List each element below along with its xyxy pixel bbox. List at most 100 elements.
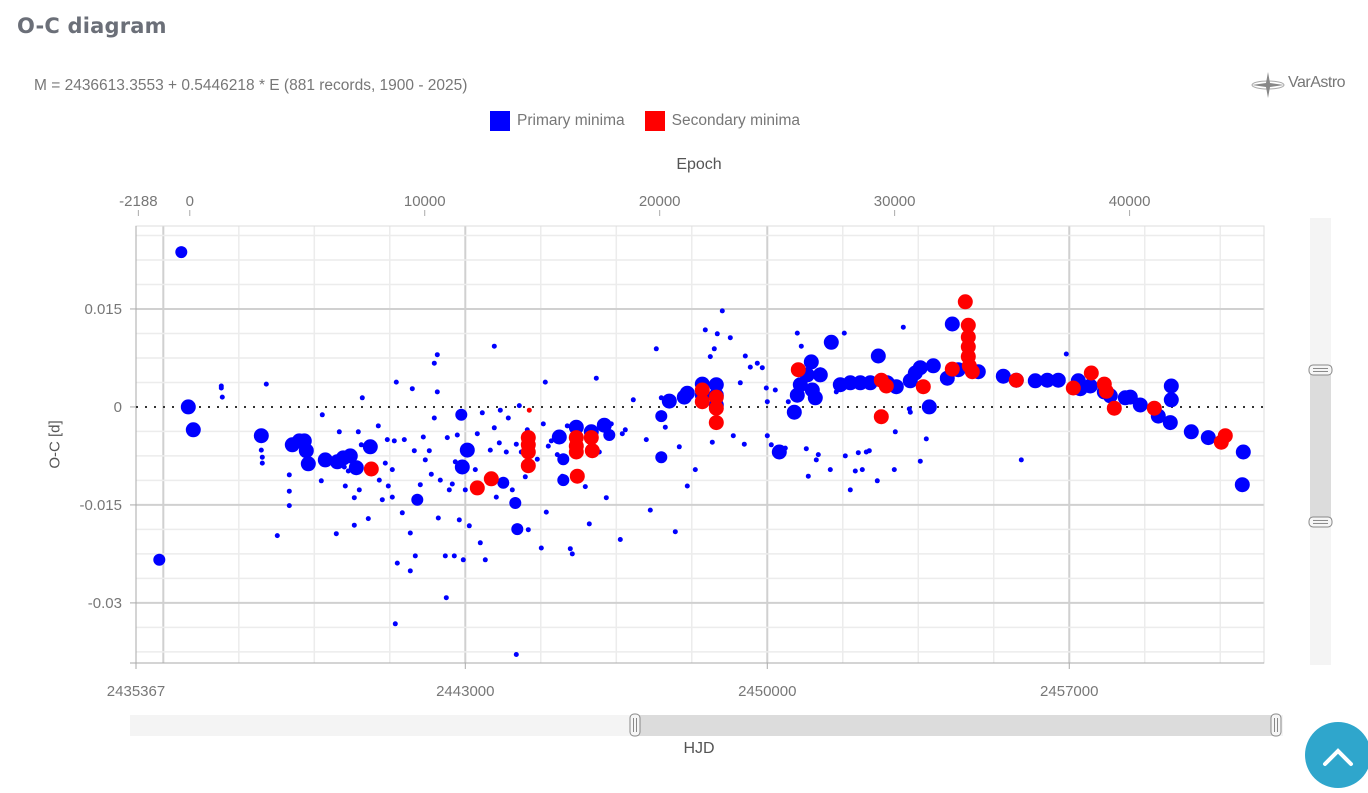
primary-minimum-point — [586, 521, 592, 527]
secondary-minimum-point — [568, 444, 584, 460]
primary-minimum-point — [443, 595, 449, 601]
x-tick-label: 2457000 — [1040, 683, 1098, 700]
secondary-minimum-point — [957, 294, 973, 310]
primary-minimum-point — [411, 448, 417, 454]
primary-minimum-point — [180, 399, 196, 415]
secondary-minimum-point — [583, 430, 599, 446]
primary-minimum-point — [412, 553, 418, 559]
secondary-minimum-point — [363, 461, 379, 477]
scroll-top-button[interactable] — [1305, 722, 1368, 788]
primary-minimum-point — [1162, 415, 1178, 431]
primary-minimum-point — [859, 467, 865, 473]
primary-minimum-point — [803, 446, 809, 452]
y-tick-label: -0.015 — [79, 497, 122, 514]
primary-minimum-point — [540, 421, 546, 427]
primary-minimum-point — [393, 379, 399, 385]
primary-minimum-point — [742, 353, 748, 359]
x-range-slider-handle[interactable] — [1270, 713, 1282, 737]
secondary-minimum-point — [873, 409, 889, 425]
primary-minimum-point — [317, 452, 333, 468]
primary-minimum-point — [812, 367, 828, 383]
primary-minimum-point — [487, 447, 493, 453]
secondary-minimum-point — [878, 378, 894, 394]
legend-swatch-secondary — [644, 111, 665, 131]
primary-minimum-point — [708, 377, 724, 393]
primary-minimum-point — [375, 423, 381, 429]
primary-minimum-point — [543, 509, 549, 515]
primary-minimum-point — [564, 423, 570, 429]
primary-minimum-point — [409, 386, 415, 392]
primary-minimum-point — [286, 488, 292, 494]
primary-minimum-point — [545, 443, 551, 449]
secondary-minimum-point — [694, 382, 710, 398]
primary-minimum-point — [359, 395, 365, 401]
primary-minimum-point — [259, 454, 265, 460]
primary-minimum-point — [771, 444, 787, 460]
primary-minimum-point — [737, 380, 743, 386]
legend-swatch-primary — [490, 111, 510, 131]
primary-minimum-point — [472, 467, 478, 473]
primary-minimum-point — [434, 352, 440, 358]
primary-minimum-point — [754, 360, 760, 366]
logo-text: VarAstro — [1288, 74, 1346, 91]
primary-minimum-point — [153, 553, 166, 566]
primary-minimum-point — [538, 545, 544, 551]
primary-minimum-point — [603, 495, 609, 501]
secondary-minimum-point — [526, 407, 532, 413]
secondary-minimum-point — [915, 379, 931, 395]
secondary-minimum-point — [1098, 383, 1114, 399]
primary-minimum-point — [505, 415, 511, 421]
y-tick-label: 0.015 — [84, 301, 122, 318]
primary-minimum-point — [917, 458, 923, 464]
primary-minimum-point — [786, 404, 802, 420]
primary-minimum-point — [379, 497, 385, 503]
primary-minimum-point — [679, 385, 695, 401]
primary-minimum-point — [568, 419, 584, 435]
primary-minimum-point — [727, 335, 733, 341]
primary-minimum-point — [466, 523, 472, 529]
primary-minimum-point — [392, 621, 398, 627]
primary-minimum-point — [569, 551, 575, 557]
primary-minimum-point — [444, 435, 450, 441]
primary-minimum-point — [219, 394, 225, 400]
primary-minimum-point — [617, 537, 623, 542]
primary-minimum-point — [513, 441, 519, 447]
primary-minimum-point — [764, 433, 770, 439]
legend-item-secondary[interactable]: Secondary minima — [644, 111, 801, 131]
primary-minimum-point — [655, 451, 668, 464]
primary-minimum-point — [497, 407, 503, 413]
primary-minimum-point — [342, 483, 348, 489]
primary-minimum-point — [431, 415, 437, 421]
y-tick-label: -0.03 — [88, 595, 122, 612]
x-range-slider-handle[interactable] — [629, 713, 641, 737]
primary-minimum-point — [462, 487, 468, 493]
primary-minimum-point — [870, 348, 886, 364]
secondary-minimum-point — [483, 471, 499, 487]
primary-minimum-point — [567, 546, 573, 552]
primary-minimum-point — [185, 422, 201, 438]
primary-minimum-point — [1132, 397, 1148, 413]
primary-minimum-point — [407, 530, 413, 536]
y-range-slider-handle[interactable] — [1308, 516, 1333, 528]
y-range-slider-handle[interactable] — [1308, 364, 1333, 376]
primary-minimum-point — [662, 424, 668, 430]
primary-minimum-point — [456, 517, 462, 523]
primary-minimum-point — [385, 483, 391, 489]
primary-minimum-point — [891, 467, 897, 473]
primary-minimum-point — [1018, 457, 1024, 463]
primary-minimum-point — [803, 354, 819, 370]
primary-minimum-point — [643, 437, 649, 443]
primary-minimum-point — [365, 516, 371, 522]
primary-minimum-point — [1082, 378, 1098, 394]
legend-label-secondary: Secondary minima — [671, 112, 801, 129]
primary-minimum-point — [815, 452, 821, 458]
primary-minimum-point — [647, 507, 653, 513]
y-tick-label: 0 — [114, 399, 122, 416]
primary-minimum-point — [394, 560, 400, 566]
primary-minimum-point — [655, 410, 668, 423]
legend-item-primary[interactable]: Primary minima — [490, 111, 625, 131]
primary-minimum-point — [218, 385, 224, 391]
primary-minimum-point — [692, 467, 698, 473]
primary-minimum-point — [1235, 444, 1251, 460]
